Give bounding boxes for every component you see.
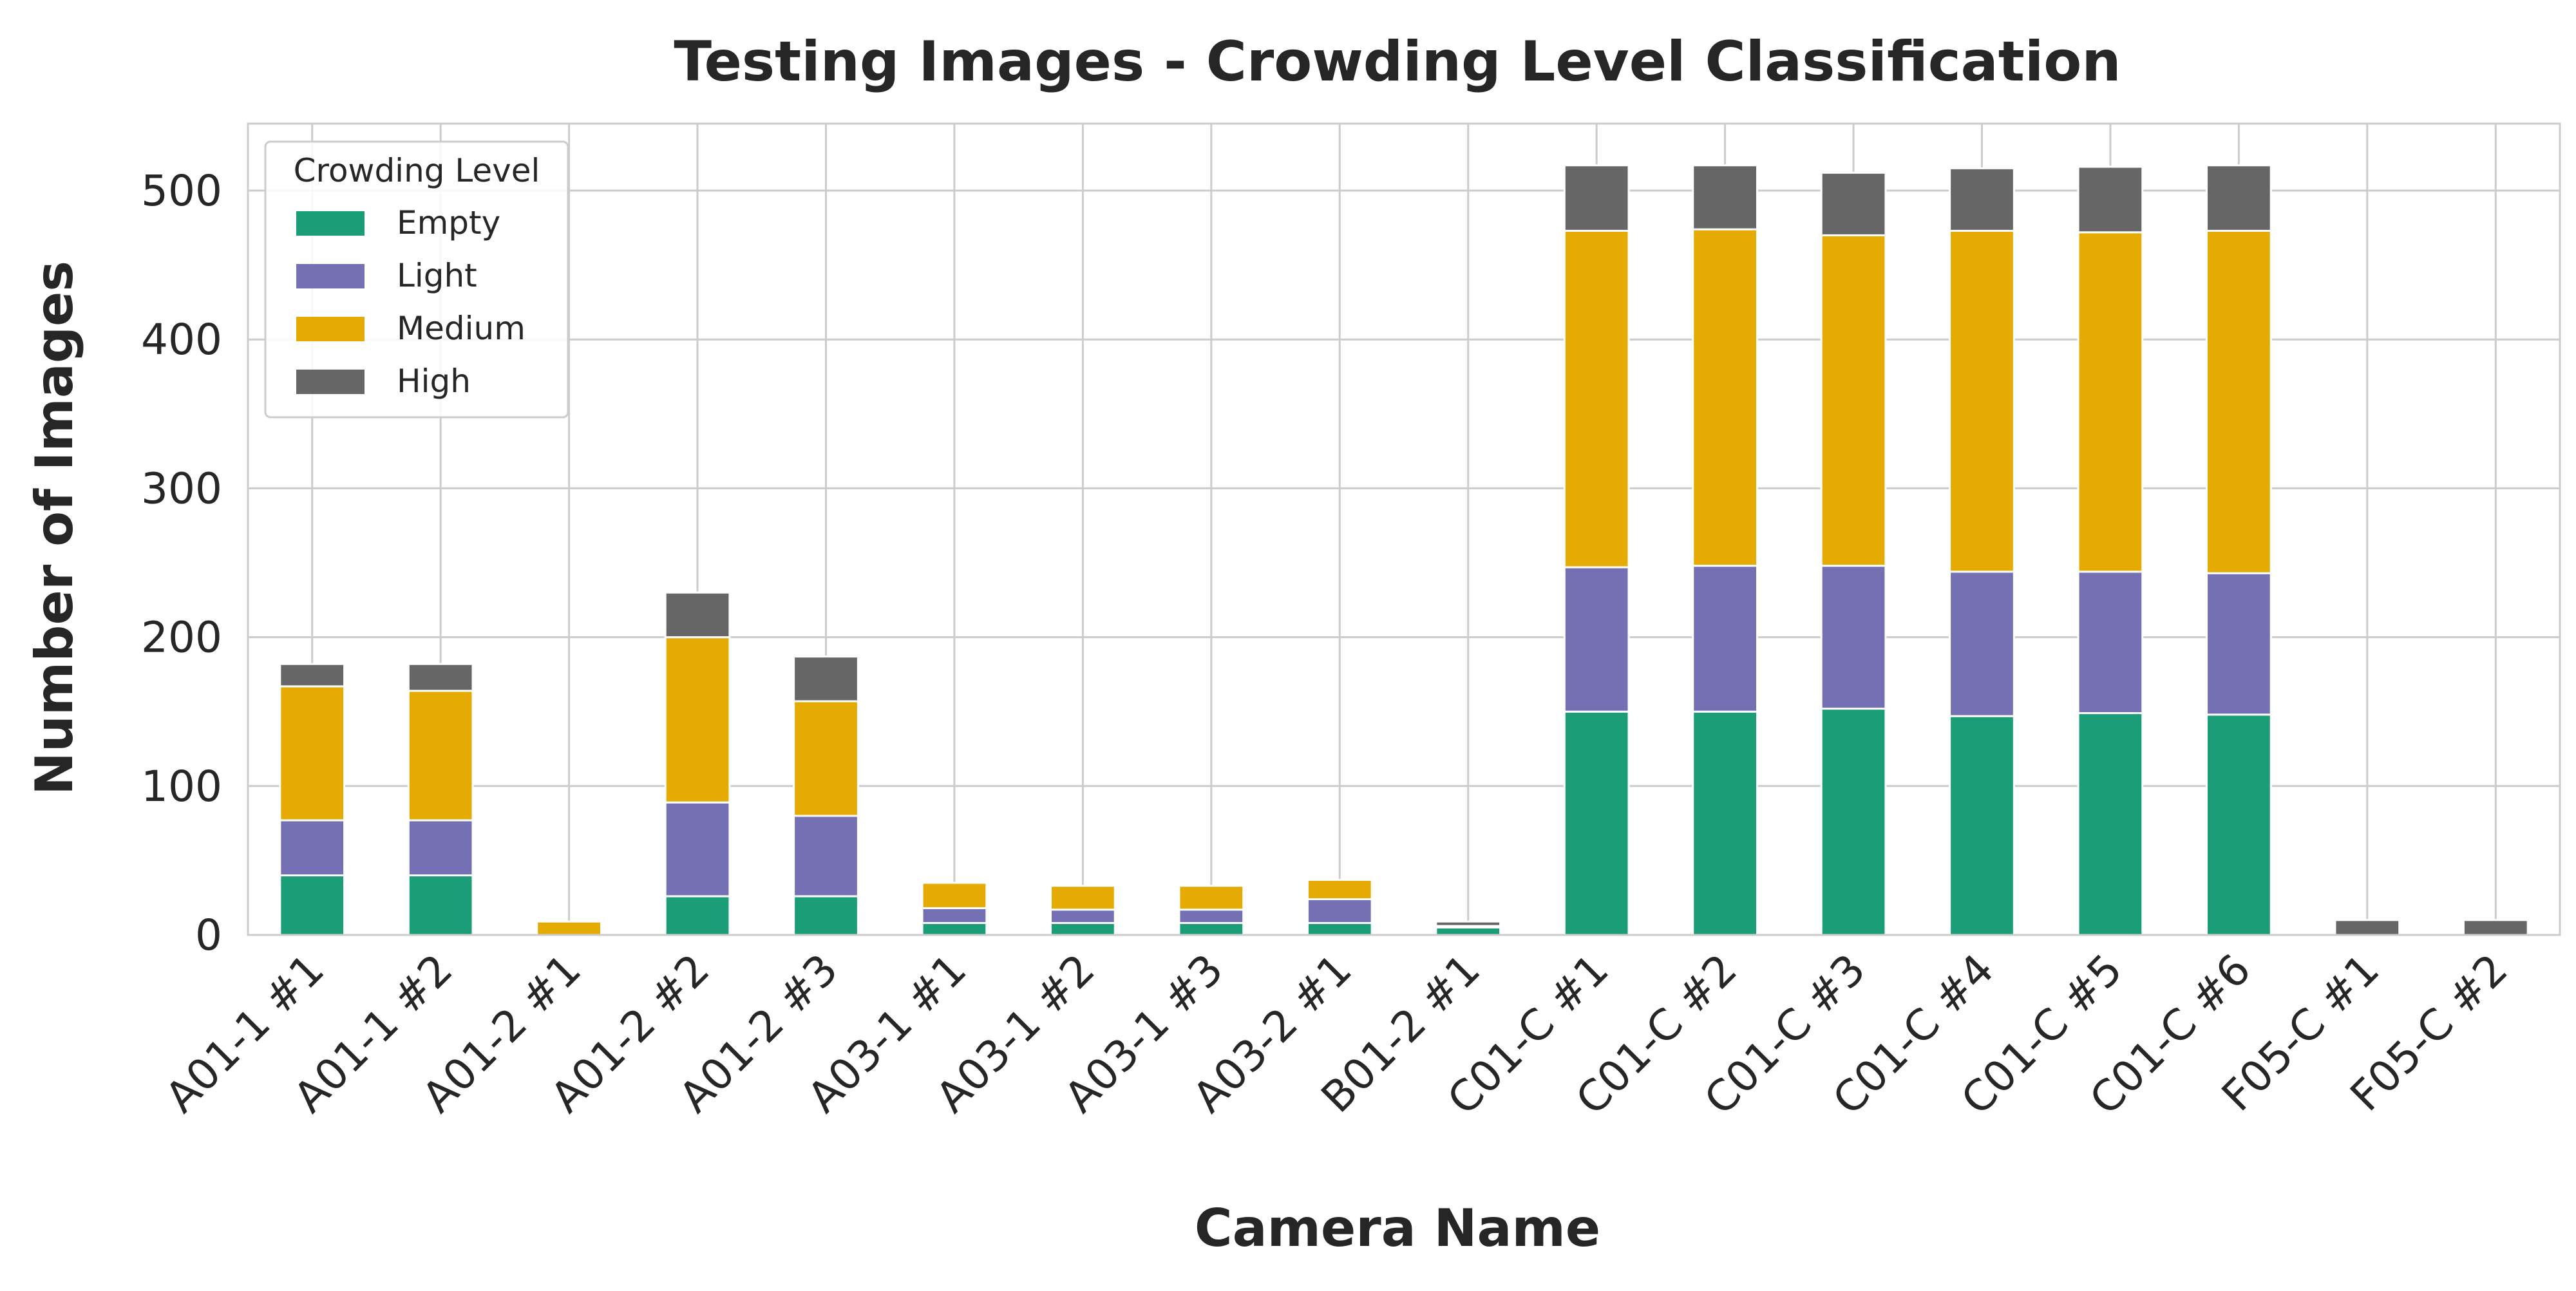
bars-layer	[279, 164, 2529, 936]
bar-segment-light	[921, 907, 988, 925]
legend-swatch-empty	[296, 211, 365, 236]
bar-segment-high	[1949, 167, 2015, 232]
legend-swatch-medium	[296, 317, 365, 341]
legend-label: High	[397, 363, 471, 400]
bar-segment-empty	[1306, 922, 1373, 936]
y-axis-label: Number of Images	[24, 261, 84, 795]
bar-segment-empty	[2206, 713, 2272, 936]
bar-segment-empty	[793, 895, 859, 936]
bar-segment-high	[279, 663, 346, 688]
bar-segment-high	[1820, 171, 1887, 236]
bar-segment-high	[2462, 919, 2529, 936]
bar-segment-light	[1820, 565, 1887, 710]
bar-segment-medium	[1178, 885, 1245, 911]
bar-segment-empty	[1435, 926, 1502, 936]
bar-segment-empty	[1050, 922, 1116, 936]
legend-title: Crowding Level	[294, 152, 540, 189]
bar-segment-empty	[1820, 708, 1887, 936]
bar-segment-light	[2077, 570, 2144, 715]
bar-segment-medium	[921, 881, 988, 909]
plot-frame	[247, 122, 2561, 936]
bar-segment-medium	[407, 690, 474, 822]
bar-segment-medium	[2077, 231, 2144, 573]
bar-segment-high	[2077, 165, 2144, 234]
legend: Crowding Level Empty Light Medium High	[264, 140, 569, 419]
bar-segment-light	[1050, 909, 1116, 925]
bar-segment-light	[407, 819, 474, 877]
bar-segment-medium	[664, 636, 731, 804]
bar-segment-high	[1692, 164, 1758, 231]
bar-segment-medium	[279, 685, 346, 822]
bar-segment-high	[1435, 920, 1502, 927]
bar-segment-empty	[1692, 710, 1758, 936]
bar-segment-light	[1306, 898, 1373, 925]
bar-segment-empty	[921, 922, 988, 936]
bar-segment-light	[1563, 566, 1630, 713]
bar-segment-medium	[2206, 229, 2272, 574]
bar-segment-light	[664, 801, 731, 898]
bar-segment-empty	[2077, 712, 2144, 936]
bar-segment-light	[1178, 909, 1245, 925]
legend-box	[264, 140, 569, 419]
y-tick-label: 200	[141, 613, 222, 663]
bar-segment-high	[1563, 164, 1630, 232]
bar-segment-high	[407, 663, 474, 692]
bar-segment-high	[793, 655, 859, 702]
legend-label: Light	[397, 257, 477, 294]
legend-label: Empty	[397, 204, 500, 241]
bar-segment-medium	[1563, 229, 1630, 569]
legend-label: Medium	[397, 310, 526, 347]
bar-segment-medium	[793, 700, 859, 817]
bar-segment-empty	[664, 895, 731, 936]
bar-segment-empty	[1563, 710, 1630, 936]
y-tick-label: 300	[141, 464, 222, 513]
bar-segment-empty	[1949, 715, 2015, 936]
bar-segment-light	[2206, 572, 2272, 716]
y-tick-label: 100	[141, 762, 222, 811]
y-tick-label: 500	[141, 166, 222, 216]
x-axis-label: Camera Name	[1195, 1198, 1600, 1258]
legend-swatch-light	[296, 264, 365, 288]
bar-segment-high	[664, 591, 731, 639]
bar-segment-medium	[1949, 229, 2015, 573]
bar-segment-medium	[1692, 228, 1758, 567]
y-axis-ticks: 0 100 200 300 400 500	[141, 166, 222, 960]
bar-segment-medium	[1306, 878, 1373, 901]
bar-segment-medium	[1820, 234, 1887, 567]
y-tick-label: 0	[195, 910, 222, 960]
bar-segment-empty	[1178, 922, 1245, 936]
bar-segment-medium	[536, 920, 602, 936]
bar-segment-high	[2206, 164, 2272, 232]
legend-swatch-high	[296, 370, 365, 394]
y-tick-label: 400	[141, 315, 222, 364]
bar-segment-empty	[407, 874, 474, 936]
bar-segment-light	[279, 819, 346, 877]
bar-segment-high	[2334, 919, 2401, 936]
bar-segment-light	[1692, 565, 1758, 713]
legend-items: Empty Light Medium High	[296, 204, 526, 400]
bar-segment-light	[793, 815, 859, 898]
bar-segment-light	[1949, 570, 2015, 717]
bar-segment-empty	[279, 874, 346, 936]
bar-segment-medium	[1050, 885, 1116, 911]
chart-title: Testing Images - Crowding Level Classifi…	[674, 30, 2121, 94]
